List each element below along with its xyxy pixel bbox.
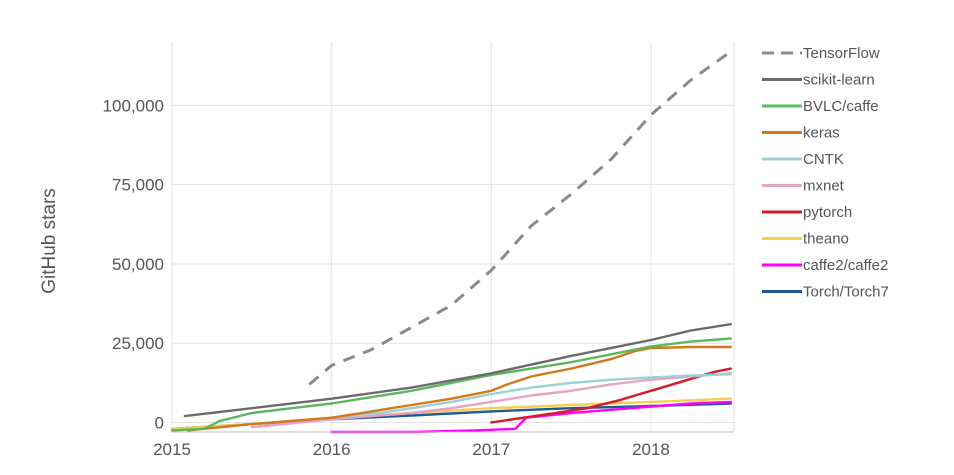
series-line-keras [186, 345, 732, 432]
legend-label: CNTK [803, 151, 844, 168]
legend-label: mxnet [803, 178, 845, 195]
series-line-mxnet [250, 372, 732, 429]
legend-label: pytorch [803, 204, 852, 221]
grid [171, 42, 735, 432]
y-tick-label: 50,000 [112, 255, 164, 274]
x-tick-label: 2018 [632, 440, 670, 459]
legend-label: TensorFlow [803, 45, 880, 62]
legend-label: Torch/Torch7 [803, 284, 889, 301]
legend-label: theano [803, 231, 849, 248]
legend-label: scikit-learn [803, 72, 875, 89]
series-line-tensorflow [308, 50, 732, 386]
legend: TensorFlow scikit-learn BVLC/caffe keras CNT… [762, 45, 889, 301]
y-tick-label: 25,000 [112, 334, 164, 353]
series-line-cntk [330, 373, 732, 419]
legend-label: keras [803, 125, 840, 142]
x-tick-label: 2016 [313, 440, 351, 459]
y-axis-title: GitHub stars [39, 188, 60, 294]
x-tick-label: 2017 [472, 440, 510, 459]
legend-label: caffe2/caffe2 [803, 257, 888, 274]
y-tick-label: 100,000 [103, 96, 164, 115]
series-lines [170, 50, 732, 434]
y-tick-label: 75,000 [112, 176, 164, 195]
series-line-bvlc-caffe [170, 337, 732, 432]
series-line-caffe2-caffe2 [330, 400, 732, 434]
y-tick-label: 0 [155, 413, 164, 432]
legend-label: BVLC/caffe [803, 98, 879, 115]
x-tick-label: 2015 [153, 440, 191, 459]
axes: 2015 2016 2017 2018 0 25,000 50,000 75,000 100,0… [39, 96, 734, 459]
series-line-scikit-learn [183, 323, 732, 418]
